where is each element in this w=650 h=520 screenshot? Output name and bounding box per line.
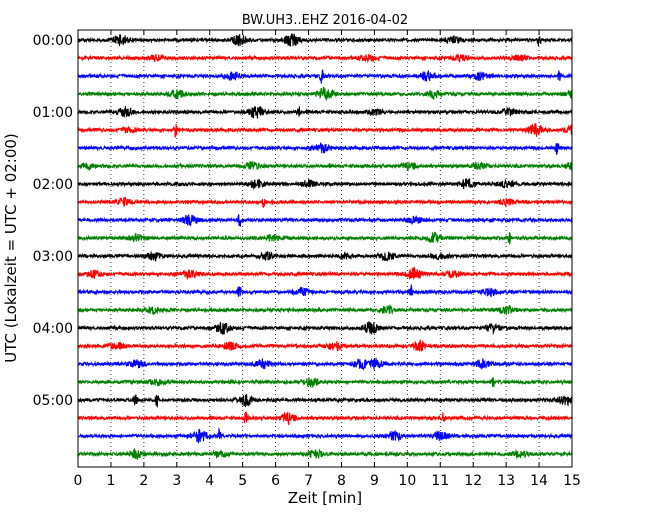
trace-0300 (77, 251, 573, 262)
x-tick-label: 4 (205, 473, 214, 489)
x-tick-label: 12 (464, 473, 482, 489)
x-tick-label: 8 (337, 473, 346, 489)
x-tick-label: 11 (431, 473, 449, 489)
plot-frame (77, 29, 573, 468)
y-tick-label: 05:00 (33, 393, 73, 409)
trace-0045 (77, 86, 573, 101)
trace-0130 (77, 142, 573, 155)
trace-0100 (77, 105, 573, 119)
trace-0430 (77, 357, 573, 371)
x-tick-label: 7 (304, 473, 313, 489)
x-tick-label: 15 (563, 473, 581, 489)
trace-0345 (77, 304, 573, 316)
x-axis-label: Zeit [min] (288, 489, 362, 507)
trace-0000 (77, 33, 573, 47)
trace-0545 (77, 447, 573, 461)
x-tick-label: 9 (370, 473, 379, 489)
trace-0015 (77, 52, 573, 64)
x-tick-label: 13 (497, 473, 515, 489)
trace-0245 (77, 231, 573, 245)
x-tick-label: 2 (139, 473, 148, 489)
trace-0030 (77, 69, 573, 84)
x-tick-label: 1 (106, 473, 115, 489)
x-tick-label: 10 (398, 473, 416, 489)
y-axis-label: UTC (Lokalzeit = UTC + 02:00) (2, 133, 20, 363)
y-tick-label: 03:00 (33, 249, 73, 265)
y-tick-label: 00:00 (33, 33, 73, 49)
trace-0515 (77, 411, 573, 426)
y-tick-label: 04:00 (33, 321, 73, 337)
x-tick-label: 14 (530, 473, 548, 489)
trace-0230 (77, 214, 573, 228)
trace-0145 (77, 160, 573, 172)
seismogram-traces (77, 33, 573, 461)
grid-lines (110, 30, 540, 467)
y-tick-label: 02:00 (33, 177, 73, 193)
trace-0500 (77, 394, 573, 408)
x-tick-label: 0 (74, 473, 83, 489)
x-tick-label: 6 (271, 473, 280, 489)
trace-0200 (77, 177, 573, 191)
x-tick-label: 3 (172, 473, 181, 489)
trace-0530 (77, 427, 573, 443)
trace-0415 (77, 338, 573, 353)
y-tick-label: 01:00 (33, 105, 73, 121)
y-axis: 00:00 01:00 02:00 03:00 04:00 05:00 (33, 33, 572, 409)
trace-0215 (77, 196, 573, 208)
x-tick-label: 5 (238, 473, 247, 489)
x-axis: 0 1 2 3 4 5 6 7 8 9 10 11 12 13 14 15 (74, 30, 581, 489)
trace-0115 (77, 123, 573, 138)
trace-0445 (77, 377, 573, 389)
trace-0315 (77, 267, 573, 281)
trace-0400 (77, 321, 573, 336)
chart-title: BW.UH3..EHZ 2016-04-02 (242, 13, 408, 28)
trace-0330 (77, 284, 573, 297)
